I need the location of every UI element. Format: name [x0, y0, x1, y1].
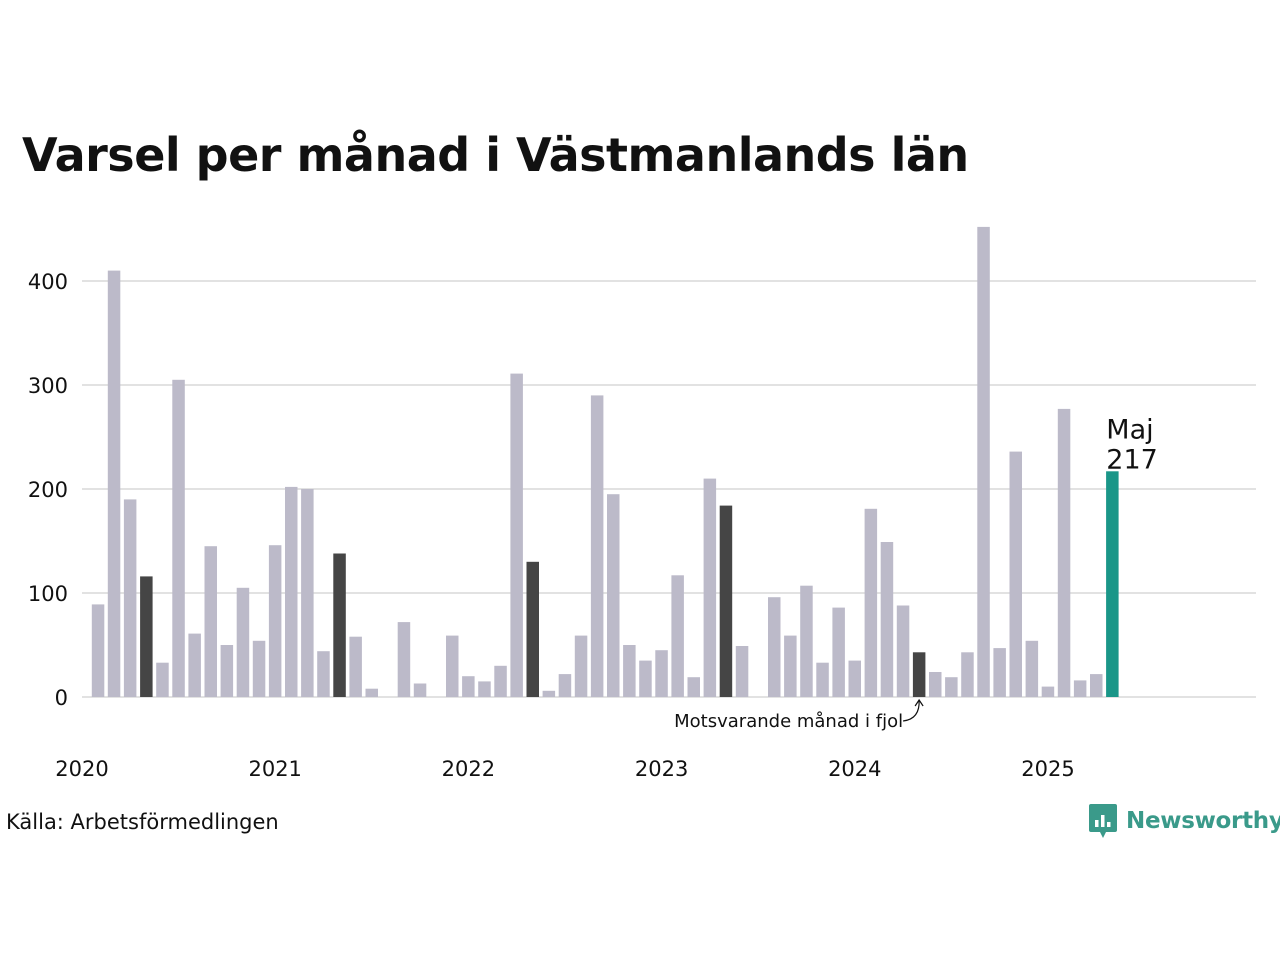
bar [1041, 686, 1055, 697]
bar [301, 489, 314, 697]
bar [462, 676, 475, 697]
x-tick-label: 2020 [55, 757, 108, 781]
newsworthy-bar-chart-logo-icon [1089, 804, 1117, 838]
x-tick-label: 2024 [828, 757, 881, 781]
bar [719, 505, 733, 697]
y-tick-label: 200 [28, 478, 68, 502]
bar [1009, 451, 1022, 697]
bar [880, 542, 894, 697]
bar [864, 508, 878, 697]
highlight-month-label: Maj [1106, 414, 1153, 445]
bar [333, 553, 346, 697]
bar [832, 607, 845, 697]
brand-logo: Newsworthy [1088, 803, 1280, 839]
bar [639, 660, 652, 697]
bar [397, 622, 411, 697]
y-tick-label: 0 [55, 686, 68, 710]
y-axis-labels: 0 100 200 300 400 [28, 270, 68, 710]
x-tick-label: 2023 [635, 757, 688, 781]
bar [317, 651, 330, 697]
bar [945, 677, 958, 697]
bar [912, 652, 926, 697]
x-tick-label: 2021 [248, 757, 301, 781]
bar [1090, 674, 1103, 697]
bar [929, 672, 942, 697]
bar [977, 226, 990, 697]
bar [1106, 471, 1119, 697]
annotation-arrow [903, 699, 920, 722]
bar [172, 379, 185, 697]
chart-title: Varsel per månad i Västmanlands län [22, 128, 969, 182]
annotation-arrowhead [914, 698, 924, 707]
bar [623, 645, 636, 697]
y-tick-label: 300 [28, 374, 68, 398]
bar [703, 478, 717, 697]
bar [1057, 408, 1071, 697]
y-tick-label: 400 [28, 270, 68, 294]
brand-name: Newsworthy [1126, 808, 1280, 834]
bar [655, 650, 668, 697]
bar [574, 635, 588, 697]
bar [687, 677, 700, 697]
bar [236, 587, 250, 697]
bar [204, 546, 217, 697]
y-tick-label: 100 [28, 582, 68, 606]
bar [1025, 640, 1039, 697]
bar [1073, 680, 1087, 697]
source-note: Källa: Arbetsförmedlingen [6, 810, 279, 834]
bar [349, 636, 362, 697]
bar [365, 688, 378, 697]
bar [896, 605, 910, 697]
gridlines [82, 280, 1256, 698]
bar [735, 646, 749, 697]
annotation-text: Motsvarande månad i fjol [674, 711, 903, 732]
bar [252, 640, 266, 697]
bar [784, 635, 797, 697]
bar [285, 486, 298, 697]
bar [768, 597, 781, 697]
bar [446, 635, 459, 697]
bar [526, 561, 539, 697]
bar [590, 395, 604, 697]
bar [413, 683, 427, 697]
bar [91, 604, 105, 697]
bar [558, 674, 572, 697]
bar [607, 494, 620, 697]
bar [671, 575, 684, 697]
bar [478, 681, 491, 697]
bar [494, 665, 507, 697]
highlight-value-label: 217 [1106, 444, 1158, 475]
bar [107, 270, 121, 697]
bar [510, 373, 523, 697]
bar [542, 690, 556, 697]
bar [800, 585, 813, 697]
x-tick-label: 2022 [442, 757, 495, 781]
bar [268, 545, 282, 697]
bar [848, 660, 861, 697]
bar [156, 662, 169, 697]
bar [816, 662, 829, 697]
bar [220, 645, 234, 697]
bar [188, 633, 201, 697]
bars [91, 226, 1119, 697]
bar [961, 652, 974, 697]
bar [993, 648, 1006, 697]
bar [140, 576, 153, 697]
x-tick-label: 2025 [1021, 757, 1074, 781]
x-axis-labels: 2020 2021 2022 2023 2024 2025 [55, 757, 1074, 781]
bar [123, 499, 137, 697]
